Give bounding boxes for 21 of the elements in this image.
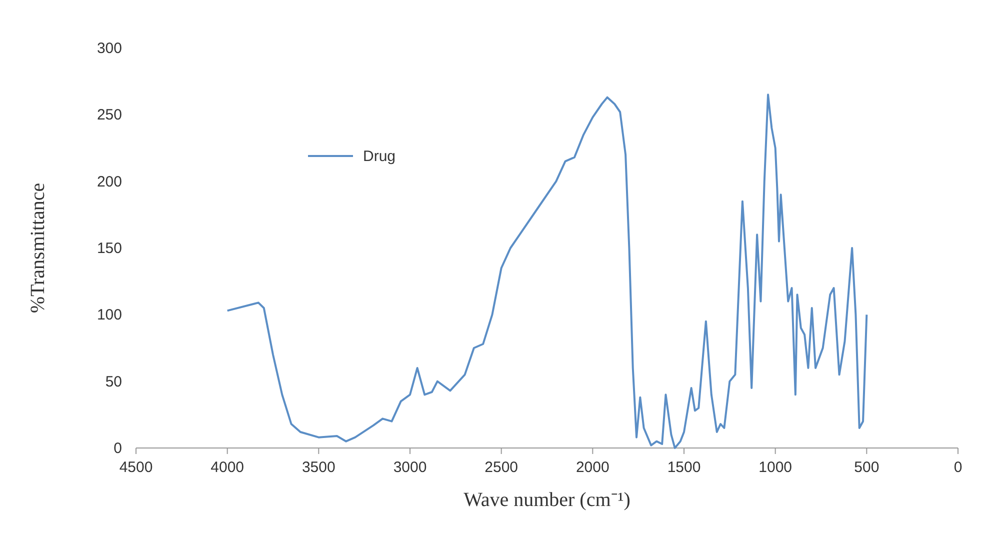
y-tick-label: 250 (96, 106, 122, 124)
y-tick-label: 200 (96, 173, 122, 190)
y-tick-label: 100 (96, 306, 122, 324)
x-tick-label: 500 (854, 459, 880, 476)
y-tick-label: 0 (114, 440, 122, 457)
x-tick-label: 3000 (393, 459, 427, 476)
y-tick-label: 150 (96, 240, 122, 257)
x-tick-label: 3500 (302, 459, 336, 476)
x-tick-label: 0 (954, 459, 962, 476)
line-series (226, 94, 868, 449)
y-tick-label: 300 (96, 40, 122, 57)
x-tick-label: 4500 (119, 459, 153, 476)
x-axis-title: Wave number (cm⁻¹) (464, 489, 630, 511)
x-tick-label: 2000 (576, 459, 610, 476)
x-tick-label: 1500 (667, 459, 701, 476)
legend-label: Drug (363, 148, 396, 165)
y-axis-title: %Transmittance (27, 182, 49, 314)
x-tick-label: 1000 (758, 459, 792, 476)
y-tick-label: 50 (105, 373, 122, 390)
x-tick-label: 2500 (484, 459, 518, 476)
x-tick-label: 4000 (210, 459, 244, 476)
